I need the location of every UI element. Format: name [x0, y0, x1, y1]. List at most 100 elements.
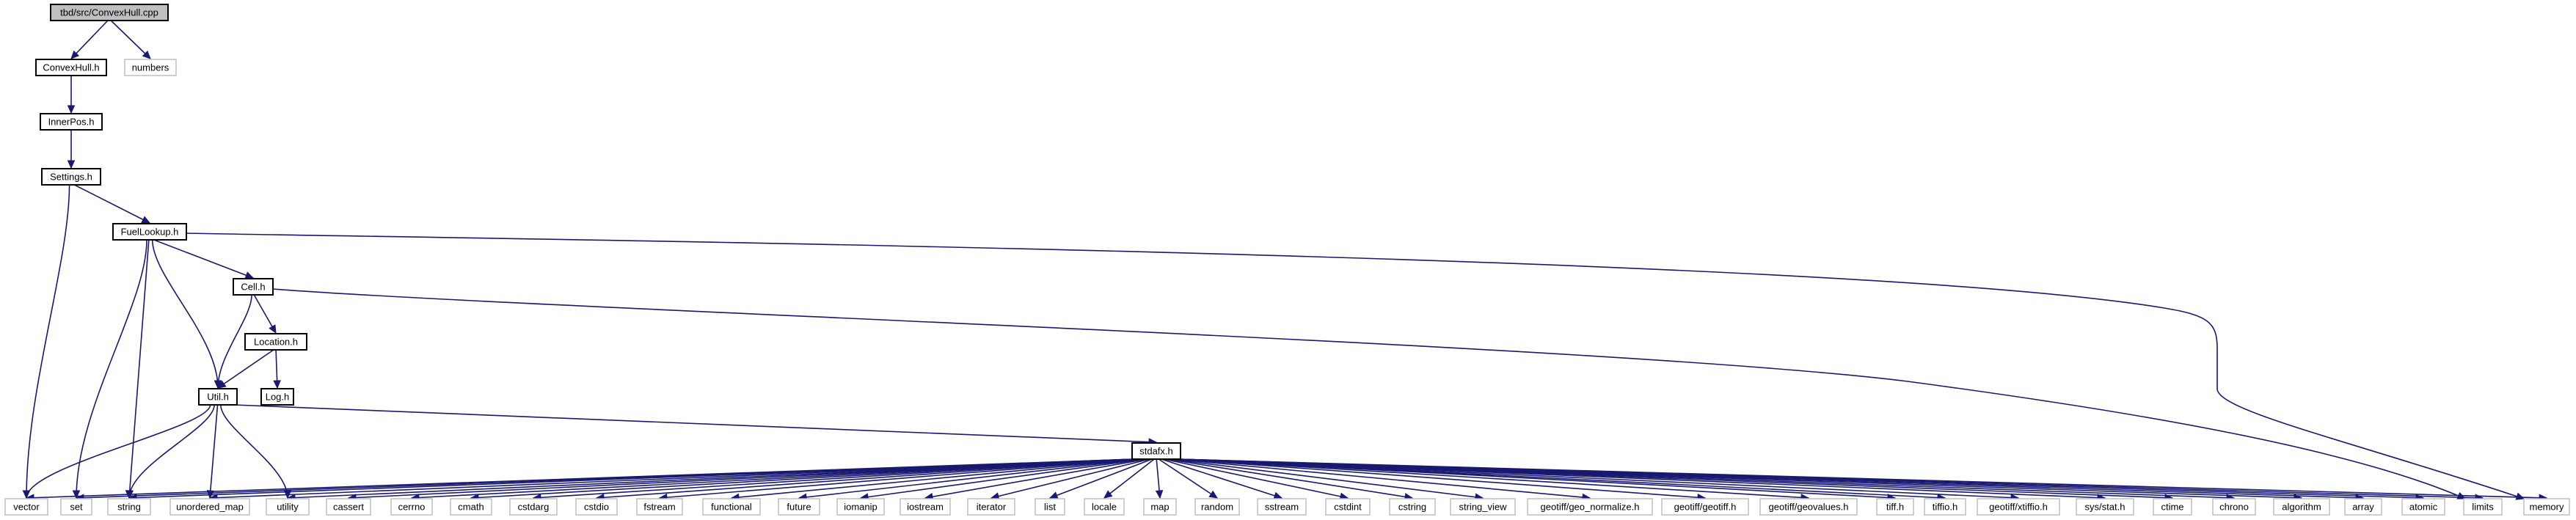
node-ctime[interactable]: ctime	[2153, 498, 2192, 516]
node-future[interactable]: future	[778, 498, 820, 516]
node-array[interactable]: array	[2344, 498, 2382, 516]
node-box	[198, 388, 238, 406]
node-cstdio[interactable]: cstdio	[575, 498, 618, 516]
edge-line	[798, 458, 1142, 499]
arrowhead	[269, 324, 277, 334]
node-log[interactable]: Log.h	[260, 388, 294, 406]
node-limits[interactable]: limits	[2463, 498, 2503, 516]
node-iterator[interactable]: iterator	[967, 498, 1015, 516]
node-fuellookup[interactable]: FuelLookup.h	[112, 223, 187, 241]
edge-stdafx-to-random	[1158, 458, 1219, 499]
node-label: Settings.h	[50, 171, 92, 182]
node-label: list	[1044, 501, 1056, 512]
edge-line	[1169, 458, 1484, 499]
node-xtiffio[interactable]: geotiff/xtiffio.h	[1977, 498, 2060, 516]
node-numbers[interactable]: numbers	[124, 59, 177, 76]
node-cassert[interactable]: cassert	[326, 498, 371, 516]
node-box	[509, 498, 558, 516]
node-label: numbers	[132, 62, 169, 73]
node-box	[1924, 498, 1966, 516]
node-tiffio-h[interactable]: tiffio.h	[1924, 498, 1966, 516]
edge-line	[990, 458, 1150, 499]
node-sys-stat[interactable]: sys/stat.h	[2076, 498, 2134, 516]
node-settings[interactable]: Settings.h	[41, 168, 101, 186]
arrowhead	[142, 50, 151, 59]
node-iomanip[interactable]: iomanip	[836, 498, 885, 516]
node-box	[1389, 498, 1436, 516]
node-cstdarg[interactable]: cstdarg	[509, 498, 558, 516]
node-location[interactable]: Location.h	[244, 333, 307, 351]
node-string-view[interactable]: string_view	[1450, 498, 1516, 516]
node-map[interactable]: map	[1143, 498, 1177, 516]
node-random[interactable]: random	[1194, 498, 1240, 516]
edge-settings-to-fuellookup	[73, 184, 151, 224]
node-label: random	[1201, 501, 1233, 512]
node-layer: tbd/src/ConvexHull.cpp ConvexHull.h number…	[4, 4, 2570, 516]
node-set[interactable]: set	[60, 498, 92, 516]
node-label: vector	[13, 501, 40, 512]
node-box	[390, 498, 433, 516]
node-unordered-map[interactable]: unordered_map	[169, 498, 250, 516]
node-label: cstring	[1398, 501, 1426, 512]
edge-line	[1103, 458, 1155, 499]
node-box	[575, 498, 618, 516]
edge-line	[209, 458, 1136, 499]
node-label: cstdio	[584, 501, 609, 512]
node-stdafx[interactable]: stdafx.h	[1131, 442, 1181, 460]
node-locale[interactable]: locale	[1084, 498, 1125, 516]
node-util[interactable]: Util.h	[198, 388, 238, 406]
edge-line	[533, 458, 1136, 499]
node-label: sys/stat.h	[2085, 501, 2126, 512]
node-functional[interactable]: functional	[702, 498, 761, 516]
edge-line	[26, 184, 70, 499]
node-cstring[interactable]: cstring	[1389, 498, 1436, 516]
node-box	[2273, 498, 2330, 516]
edge-line	[1173, 458, 1591, 499]
node-label: cstdint	[1334, 501, 1362, 512]
node-label: locale	[1092, 501, 1117, 512]
edge-line	[1158, 458, 1218, 499]
node-tiff-h[interactable]: tiff.h	[1876, 498, 1914, 516]
node-cstdint[interactable]: cstdint	[1325, 498, 1371, 516]
arrowhead	[2515, 492, 2525, 500]
node-label: iterator	[977, 501, 1007, 512]
edge-stdafx-to-functional	[730, 458, 1139, 502]
node-geovalues[interactable]: geotiff/geovalues.h	[1759, 498, 1858, 516]
edge-line	[470, 458, 1136, 499]
node-list[interactable]: list	[1035, 498, 1065, 516]
node-label: Log.h	[266, 391, 290, 402]
edge-settings-to-vector	[22, 184, 70, 499]
node-fstream[interactable]: fstream	[636, 498, 683, 516]
node-label: tiff.h	[1886, 501, 1904, 512]
edge-line	[1177, 458, 2547, 499]
node-box	[2523, 498, 2570, 516]
node-utility[interactable]: utility	[266, 498, 310, 516]
edge-convexhull-to-innerpos	[67, 76, 76, 114]
node-innerpos[interactable]: InnerPos.h	[40, 113, 103, 131]
node-box	[2463, 498, 2503, 516]
edge-line	[128, 404, 215, 499]
node-string[interactable]: string	[107, 498, 151, 516]
edge-line	[1161, 458, 1282, 499]
node-memory[interactable]: memory	[2523, 498, 2570, 516]
edge-line	[1164, 458, 1349, 499]
node-algorithm[interactable]: algorithm	[2273, 498, 2330, 516]
node-sstream[interactable]: sstream	[1257, 498, 1307, 516]
node-box	[1084, 498, 1125, 516]
edge-line	[153, 239, 254, 279]
node-cell[interactable]: Cell.h	[233, 278, 274, 296]
edge-line	[1177, 458, 2019, 499]
node-geotiff-h[interactable]: geotiff/geotiff.h	[1661, 498, 1749, 516]
node-vector[interactable]: vector	[4, 498, 48, 516]
node-geo-normalize[interactable]: geotiff/geo_normalize.h	[1527, 498, 1653, 516]
node-box	[2401, 498, 2445, 516]
node-cerrno[interactable]: cerrno	[390, 498, 433, 516]
node-iostream[interactable]: iostream	[900, 498, 951, 516]
node-label: iostream	[907, 501, 944, 512]
node-root[interactable]: tbd/src/ConvexHull.cpp	[50, 4, 169, 21]
node-atomic[interactable]: atomic	[2401, 498, 2445, 516]
node-chrono[interactable]: chrono	[2212, 498, 2256, 516]
node-convexhull[interactable]: ConvexHull.h	[35, 59, 107, 76]
edge-line	[209, 404, 219, 499]
node-cmath[interactable]: cmath	[450, 498, 492, 516]
